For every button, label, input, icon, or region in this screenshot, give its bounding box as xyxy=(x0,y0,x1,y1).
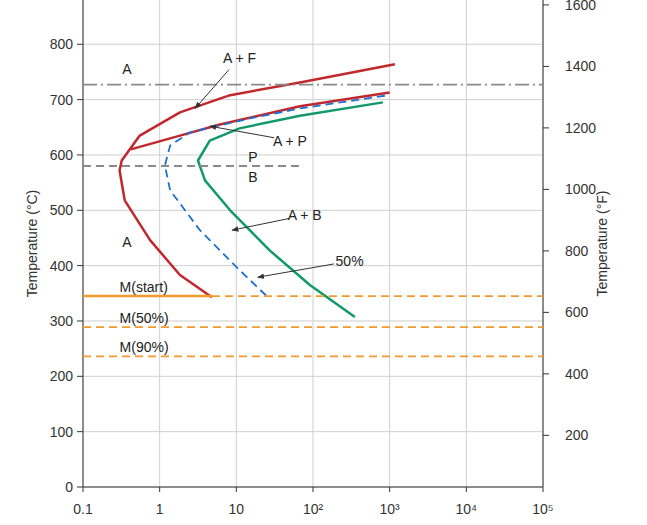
y2-tick-label: 1000 xyxy=(565,181,596,197)
y-tick xyxy=(77,487,83,488)
series-line xyxy=(83,326,543,328)
x-tick-label: 10² xyxy=(303,501,324,517)
annotations: A A + F A + P PB A + B 50% A M(start) M(50%) M(90… xyxy=(120,50,364,355)
annotation-text: A + F xyxy=(223,50,256,66)
y-tick xyxy=(77,320,83,321)
annotation-text: A + P xyxy=(273,133,307,149)
series-line xyxy=(198,102,383,317)
series-line xyxy=(131,92,390,149)
y2-tick xyxy=(543,189,549,190)
x-tick-label: 1 xyxy=(156,501,164,517)
y-tick xyxy=(77,376,83,377)
series-line xyxy=(165,96,385,297)
y-tick-label: 400 xyxy=(50,258,74,274)
grid-line-x xyxy=(466,0,467,487)
y2-tick xyxy=(543,250,549,251)
grid xyxy=(83,0,543,487)
series-group xyxy=(83,64,543,356)
y2-tick xyxy=(543,66,549,67)
y2-tick xyxy=(543,435,549,436)
y-tick-label: 0 xyxy=(65,479,73,495)
annotation-text: 50% xyxy=(336,253,364,269)
x-tick-label: 0.1 xyxy=(73,501,93,517)
annotation-text: A + B xyxy=(288,207,322,223)
annotation-text: P xyxy=(248,149,257,165)
x-tick xyxy=(83,487,84,492)
annotation-arrow xyxy=(258,264,334,277)
series-line xyxy=(212,295,543,297)
y2-tick xyxy=(543,312,549,313)
y-tick xyxy=(77,44,83,45)
x-tick xyxy=(389,487,390,492)
x-tick-label: 10 xyxy=(229,501,245,517)
y-tick-label: 600 xyxy=(50,147,74,163)
x-tick xyxy=(159,487,160,492)
y2-tick-label: 200 xyxy=(565,427,589,443)
y2-tick xyxy=(543,127,549,128)
y-tick-label: 200 xyxy=(50,368,74,384)
y-tick-label: 700 xyxy=(50,92,74,108)
y2-tick-label: 800 xyxy=(565,243,589,259)
x-tick-label: 10⁵ xyxy=(532,501,553,517)
y2-tick-label: 1200 xyxy=(565,120,596,136)
x-tick xyxy=(543,487,544,492)
annotation-arrow xyxy=(195,70,229,109)
annotation-text: B xyxy=(248,169,257,185)
grid-line-x xyxy=(83,0,84,487)
y-tick xyxy=(77,265,83,266)
x-tick xyxy=(236,487,237,492)
y2-tick-label: 600 xyxy=(565,304,589,320)
annotation-arrow xyxy=(232,218,289,230)
y-tick xyxy=(77,99,83,100)
y2-axis-label: Temperature (°F) xyxy=(594,191,610,297)
grid-line-x xyxy=(313,0,314,487)
y-tick xyxy=(77,210,83,211)
y-axis-label: Temperature (°C) xyxy=(24,190,40,298)
y-tick-label: 500 xyxy=(50,202,74,218)
y-tick xyxy=(77,431,83,432)
y2-axis-line xyxy=(543,0,544,487)
grid-line-x xyxy=(159,0,160,487)
y2-tick-label: 400 xyxy=(565,366,589,382)
x-tick xyxy=(466,487,467,492)
y-tick-label: 800 xyxy=(50,36,74,52)
y-tick-label: 300 xyxy=(50,313,74,329)
series-line xyxy=(83,84,543,86)
x-tick-label: 10⁴ xyxy=(456,501,478,517)
y-tick xyxy=(77,154,83,155)
series-line xyxy=(83,355,543,357)
annotation-text: A xyxy=(122,61,132,77)
y-axis-line xyxy=(83,0,84,487)
grid-line-x xyxy=(236,0,237,487)
grid-line-x xyxy=(389,0,390,487)
y-tick-label: 100 xyxy=(50,424,74,440)
y2-tick xyxy=(543,4,549,5)
chart: 0100200300400500600700800200400600800100… xyxy=(0,0,647,525)
y2-tick xyxy=(543,373,549,374)
annotation-text: A xyxy=(122,234,132,250)
x-tick xyxy=(313,487,314,492)
annotation-text: M(90%) xyxy=(120,339,169,355)
x-tick-label: 10³ xyxy=(380,501,401,517)
series-line xyxy=(120,64,395,297)
grid-line-x xyxy=(543,0,544,487)
y2-tick-label: 1400 xyxy=(565,58,596,74)
annotation-text: M(start) xyxy=(120,279,168,295)
annotation-arrow xyxy=(210,126,274,138)
annotation-text: M(50%) xyxy=(120,310,169,326)
y2-tick-label: 1600 xyxy=(565,0,596,13)
axes: 0100200300400500600700800200400600800100… xyxy=(24,0,610,517)
series-line xyxy=(83,165,300,167)
